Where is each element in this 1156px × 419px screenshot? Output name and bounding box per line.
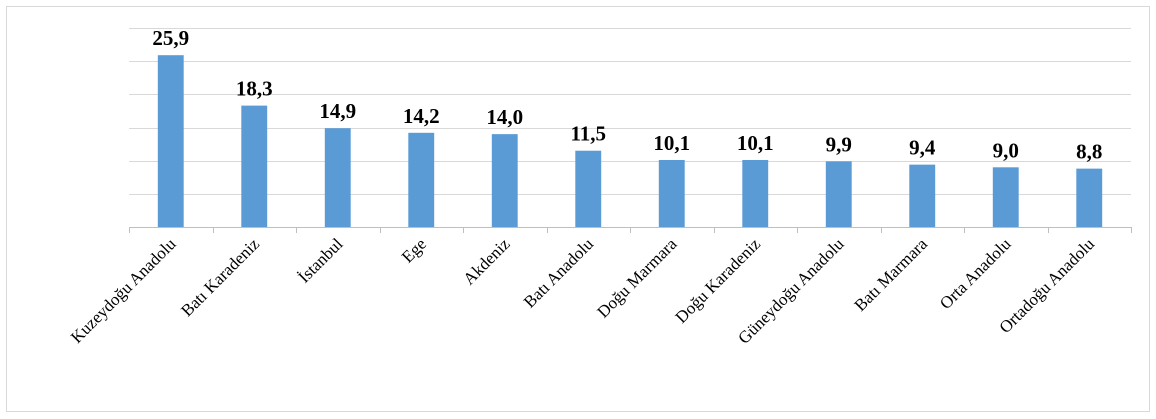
data-label: 11,5 xyxy=(570,122,606,146)
gridlines xyxy=(129,28,1131,195)
data-label: 9,9 xyxy=(826,132,852,156)
bar xyxy=(575,150,602,227)
data-label: 9,4 xyxy=(909,136,936,160)
bar xyxy=(1076,168,1103,227)
bar xyxy=(992,167,1019,227)
data-label: 10,1 xyxy=(653,131,690,155)
x-axis xyxy=(129,227,1132,233)
category-label: Batı Anadolu xyxy=(520,234,598,312)
category-label: Doğu Marmara xyxy=(593,234,681,322)
category-label: Ege xyxy=(398,234,430,266)
category-label: Orta Anadolu xyxy=(936,234,1015,313)
bar xyxy=(658,160,685,227)
data-label: 10,1 xyxy=(737,131,774,155)
bar xyxy=(408,132,435,227)
bar xyxy=(742,160,769,227)
data-label: 14,2 xyxy=(403,104,440,128)
bar xyxy=(825,161,852,227)
bar xyxy=(324,128,351,227)
category-label: Batı Karadeniz xyxy=(177,234,263,320)
category-label: Batı Marmara xyxy=(851,234,932,315)
bar xyxy=(491,134,518,227)
category-label: Akdeniz xyxy=(459,234,513,288)
bar-chart: 25,9 18,3 14,9 14,2 14,0 11,5 10,1 10,1 9,9 9,4 9,… xyxy=(67,26,1132,348)
category-label: Kuzeydoğu Anadolu xyxy=(67,234,180,347)
data-label: 25,9 xyxy=(152,26,189,50)
bar xyxy=(909,164,936,227)
bars xyxy=(157,55,1103,227)
category-label: Doğu Karadeniz xyxy=(672,234,765,327)
bar xyxy=(241,105,268,227)
data-label: 8,8 xyxy=(1076,140,1102,164)
chart-frame: 25,9 18,3 14,9 14,2 14,0 11,5 10,1 10,1 9,9 9,4 9,… xyxy=(6,6,1150,412)
data-labels: 25,9 18,3 14,9 14,2 14,0 11,5 10,1 10,1 9,9 9,4 9,… xyxy=(152,26,1102,163)
data-label: 14,0 xyxy=(486,105,523,129)
data-label: 9,0 xyxy=(993,138,1019,162)
data-label: 14,9 xyxy=(319,99,356,123)
data-label: 18,3 xyxy=(236,77,273,101)
bar xyxy=(157,55,184,227)
category-label: İstanbul xyxy=(294,234,346,286)
